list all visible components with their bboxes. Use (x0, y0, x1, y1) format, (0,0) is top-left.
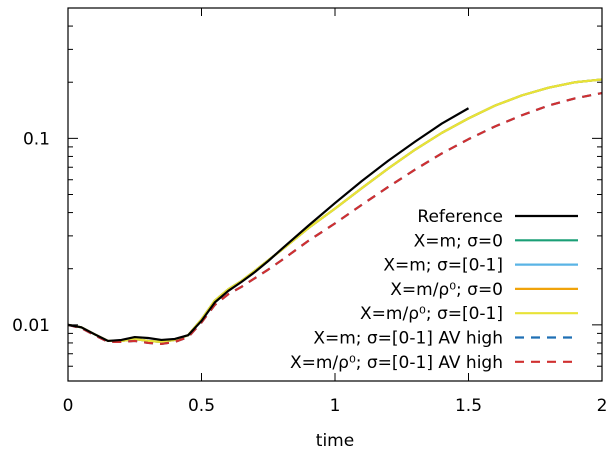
legend-label: X=m; σ=0 (414, 231, 503, 251)
x-tick-label: 0 (63, 396, 74, 416)
series-line-0 (67, 107, 470, 343)
x-tick-label: 0.5 (188, 396, 215, 416)
plot-frame (67, 7, 603, 382)
series-line-5 (67, 91, 603, 346)
x-tick-label: 2 (597, 396, 608, 416)
legend-label: X=m/ρ⁰; σ=[0-1] AV high (290, 353, 503, 373)
series-line-2 (67, 78, 603, 344)
legend-label: X=m; σ=[0-1] AV high (313, 329, 503, 349)
x-tick-label: 1 (330, 396, 341, 416)
plot-lines (67, 78, 603, 346)
axis-ticks: 0 0.5 1 1.5 2 0.01 0.1 (12, 7, 608, 416)
y-tick-label: 0.01 (12, 316, 50, 336)
legend: Reference X=m; σ=0 X=m; σ=[0-1] X=m/ρ⁰; σ=0… (290, 207, 578, 373)
series-line-4 (67, 78, 603, 344)
x-axis-label: time (316, 431, 354, 450)
series-line-6 (67, 91, 603, 346)
legend-label: X=m; σ=[0-1] (383, 256, 503, 276)
legend-label: Reference (417, 207, 503, 227)
y-tick-label: 0.1 (23, 129, 50, 149)
series-line-1 (67, 78, 603, 344)
x-tick-label: 1.5 (455, 396, 482, 416)
legend-label: X=m/ρ⁰; σ=[0-1] (360, 304, 503, 324)
legend-label: X=m/ρ⁰; σ=0 (390, 280, 503, 300)
series-line-3 (67, 78, 603, 344)
